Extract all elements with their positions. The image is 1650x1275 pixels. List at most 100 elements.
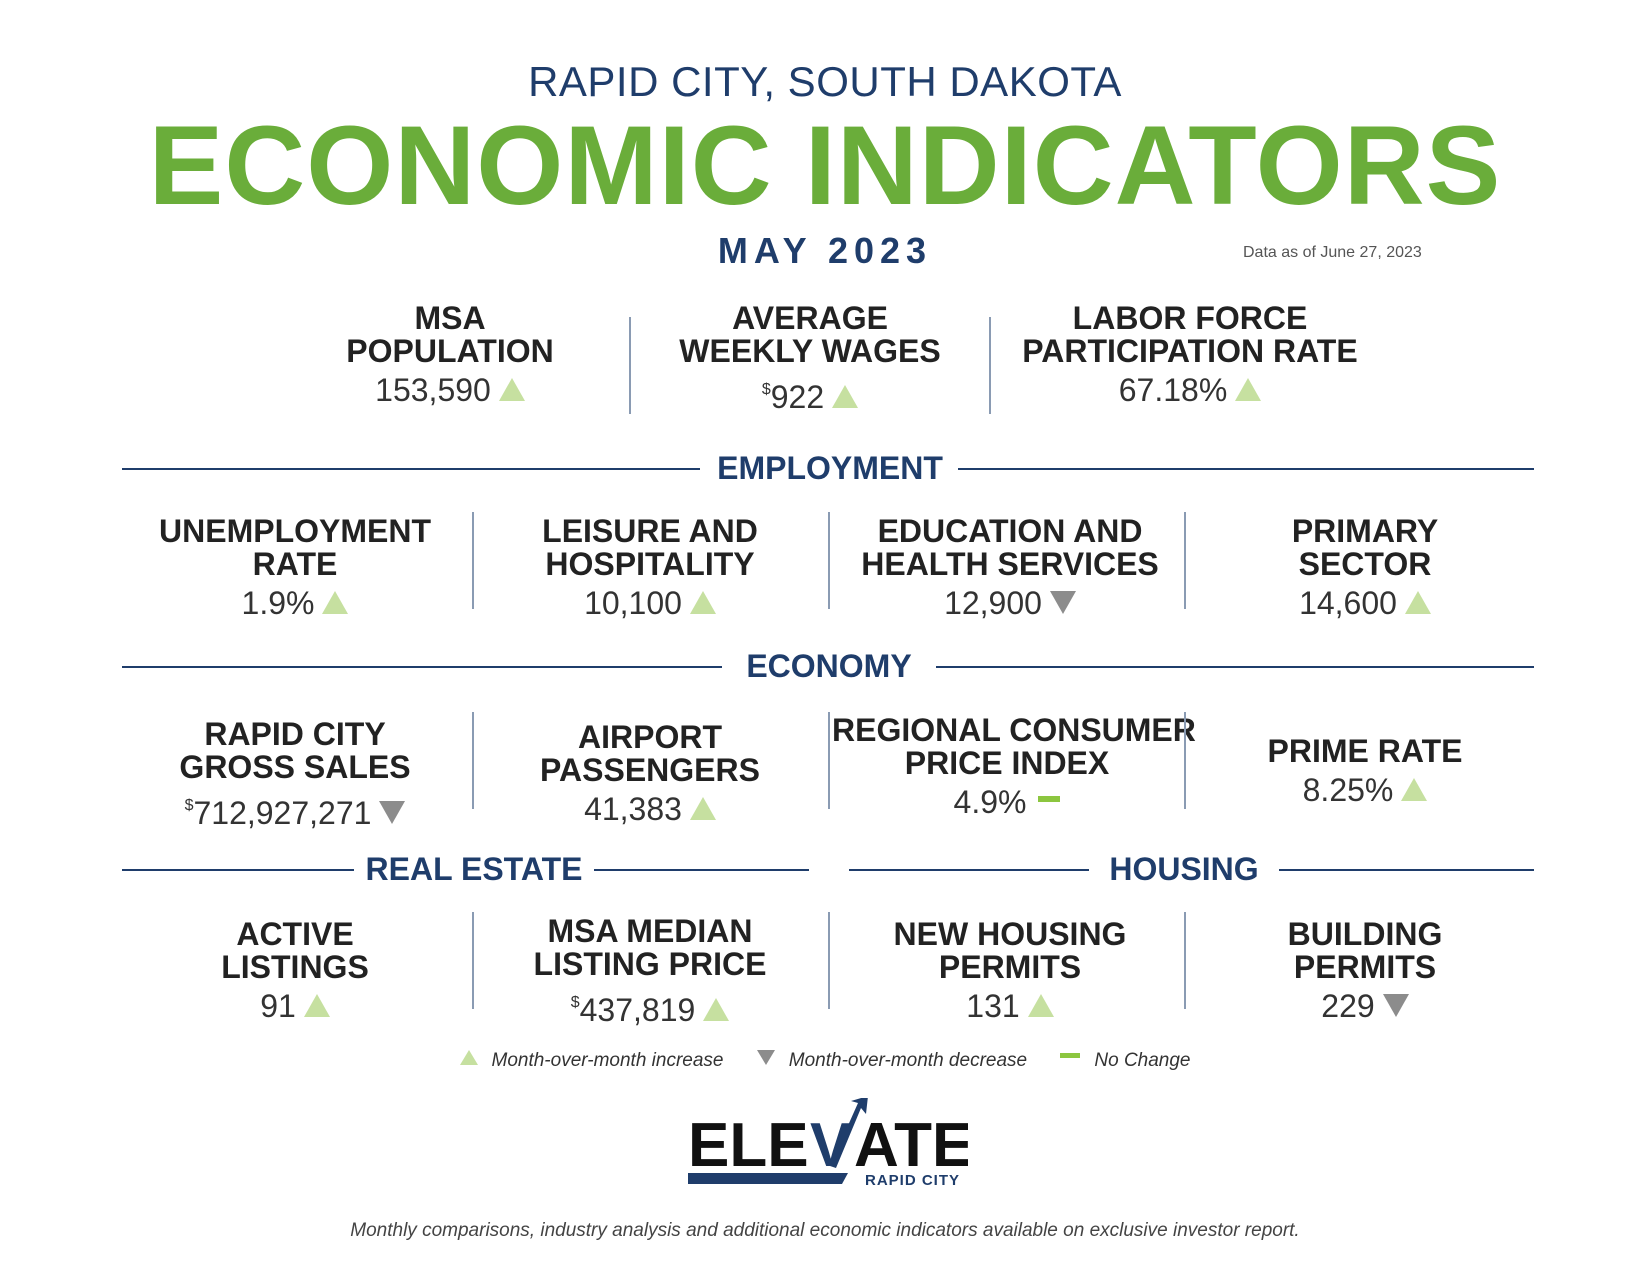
currency-symbol: $ bbox=[570, 994, 580, 1011]
stat-gross-sales: RAPID CITY GROSS SALES $712,927,271 bbox=[120, 718, 470, 832]
stat-label: LABOR FORCE bbox=[1072, 300, 1308, 336]
stat-education-health: EDUCATION AND HEALTH SERVICES 12,900 bbox=[845, 515, 1175, 622]
column-divider bbox=[828, 712, 830, 809]
stat-primary-sector: PRIMARY SECTOR 14,600 bbox=[1210, 515, 1520, 622]
stat-label: PERMITS bbox=[938, 949, 1082, 985]
column-divider bbox=[828, 512, 830, 609]
column-divider bbox=[629, 317, 631, 414]
stat-value: 91 bbox=[140, 987, 450, 1025]
footer-note: Monthly comparisons, industry analysis a… bbox=[350, 1220, 1300, 1241]
logo-wordmark-left: ELE bbox=[688, 1111, 809, 1180]
section-rule bbox=[958, 468, 1534, 470]
section-rule bbox=[936, 666, 1534, 668]
increase-triangle-icon bbox=[1235, 378, 1262, 402]
stat-labor-force-participation: LABOR FORCE PARTICIPATION RATE 67.18% bbox=[1000, 302, 1380, 409]
stat-value: 67.18% bbox=[1000, 371, 1380, 409]
section-rule bbox=[1279, 869, 1534, 871]
section-title-real-estate: REAL ESTATE bbox=[365, 851, 583, 887]
increase-triangle-icon bbox=[498, 378, 525, 402]
column-divider bbox=[1184, 912, 1186, 1009]
stat-value: 41,383 bbox=[495, 790, 805, 828]
increase-triangle-icon bbox=[322, 591, 349, 615]
stat-msa-population: MSA POPULATION 153,590 bbox=[280, 302, 620, 409]
stat-label: PRIMARY bbox=[1291, 513, 1439, 549]
stat-value: $437,819 bbox=[495, 984, 805, 1029]
section-rule bbox=[849, 869, 1089, 871]
increase-triangle-icon bbox=[1027, 994, 1054, 1018]
decrease-triangle-icon bbox=[1382, 994, 1409, 1018]
stat-label: EDUCATION AND bbox=[877, 513, 1143, 549]
stat-label: PERMITS bbox=[1293, 949, 1437, 985]
stat-value: 8.25% bbox=[1210, 771, 1520, 809]
currency-symbol: $ bbox=[184, 797, 194, 814]
stat-prime-rate: PRIME RATE 8.25% bbox=[1210, 735, 1520, 809]
arrow-up-icon bbox=[830, 1098, 868, 1168]
stat-value: $712,927,271 bbox=[120, 787, 470, 832]
increase-triangle-icon bbox=[832, 385, 859, 409]
page-title: ECONOMIC INDICATORS bbox=[148, 103, 1502, 228]
section-title-employment: EMPLOYMENT bbox=[717, 450, 943, 486]
stat-label: UNEMPLOYMENT bbox=[159, 513, 431, 549]
currency-symbol: $ bbox=[761, 381, 771, 398]
stat-unemployment-rate: UNEMPLOYMENT RATE 1.9% bbox=[140, 515, 450, 622]
increase-triangle-icon bbox=[703, 998, 730, 1022]
stat-label: RATE bbox=[252, 546, 338, 582]
increase-triangle-icon bbox=[689, 797, 716, 821]
stat-value: 1.9% bbox=[140, 584, 450, 622]
stat-label: WEEKLY WAGES bbox=[679, 333, 941, 369]
stat-label: PRIME RATE bbox=[1267, 733, 1463, 769]
logo-wordmark-right: ATE bbox=[854, 1111, 968, 1180]
stat-label: REGIONAL CONSUMER bbox=[832, 712, 1196, 748]
stat-new-housing-permits: NEW HOUSING PERMITS 131 bbox=[850, 918, 1170, 1025]
column-divider bbox=[989, 317, 991, 414]
no-change-dash-icon bbox=[1038, 795, 1061, 802]
stat-building-permits: BUILDING PERMITS 229 bbox=[1210, 918, 1520, 1025]
stat-label: AVERAGE bbox=[732, 300, 888, 336]
stat-label: SECTOR bbox=[1298, 546, 1432, 582]
legend-item-increase: Month-over-month increase bbox=[459, 1050, 723, 1072]
increase-triangle-icon bbox=[1401, 778, 1428, 802]
stat-regional-cpi: REGIONAL CONSUMER PRICE INDEX 4.9% bbox=[832, 712, 1196, 821]
stat-median-listing-price: MSA MEDIAN LISTING PRICE $437,819 bbox=[495, 915, 805, 1029]
column-divider bbox=[472, 512, 474, 609]
column-divider bbox=[1184, 512, 1186, 609]
legend: Month-over-month increase Month-over-mon… bbox=[0, 1050, 1650, 1072]
increase-triangle-icon bbox=[689, 591, 716, 615]
legend-item-decrease: Month-over-month decrease bbox=[756, 1050, 1027, 1072]
legend-item-no-change: No Change bbox=[1060, 1050, 1191, 1072]
stat-label: HEALTH SERVICES bbox=[861, 546, 1159, 582]
stat-label: BUILDING bbox=[1287, 916, 1443, 952]
section-title-housing: HOUSING bbox=[1109, 851, 1259, 887]
stat-label: POPULATION bbox=[346, 333, 554, 369]
section-rule bbox=[122, 869, 354, 871]
increase-triangle-icon bbox=[459, 1050, 478, 1066]
stat-airport-passengers: AIRPORT PASSENGERS 41,383 bbox=[495, 721, 805, 828]
stat-value: $922 bbox=[640, 371, 980, 416]
stat-value: 12,900 bbox=[845, 584, 1175, 622]
section-title-economy: ECONOMY bbox=[746, 648, 912, 684]
logo-tagline: RAPID CITY bbox=[865, 1172, 960, 1189]
increase-triangle-icon bbox=[1404, 591, 1431, 615]
column-divider bbox=[1184, 712, 1186, 809]
stat-active-listings: ACTIVE LISTINGS 91 bbox=[140, 918, 450, 1025]
stat-value: 14,600 bbox=[1210, 584, 1520, 622]
section-rule bbox=[594, 869, 809, 871]
column-divider bbox=[472, 912, 474, 1009]
section-rule bbox=[122, 666, 722, 668]
stat-label: ACTIVE bbox=[236, 916, 354, 952]
data-as-of-date: Data as of June 27, 2023 bbox=[1243, 244, 1422, 261]
decrease-triangle-icon bbox=[756, 1050, 775, 1066]
increase-triangle-icon bbox=[303, 994, 330, 1018]
no-change-dash-icon bbox=[1060, 1053, 1081, 1059]
column-divider bbox=[828, 912, 830, 1009]
section-rule bbox=[122, 468, 700, 470]
decrease-triangle-icon bbox=[379, 801, 406, 825]
stat-average-weekly-wages: AVERAGE WEEKLY WAGES $922 bbox=[640, 302, 980, 416]
stat-label: MSA bbox=[414, 300, 486, 336]
decrease-triangle-icon bbox=[1049, 591, 1076, 615]
stat-label: PARTICIPATION RATE bbox=[1022, 333, 1358, 369]
stat-label: LISTING PRICE bbox=[533, 946, 767, 982]
stat-label: PRICE INDEX bbox=[904, 745, 1110, 781]
logo-underline-bar bbox=[688, 1173, 848, 1184]
stat-label: NEW HOUSING bbox=[893, 916, 1127, 952]
